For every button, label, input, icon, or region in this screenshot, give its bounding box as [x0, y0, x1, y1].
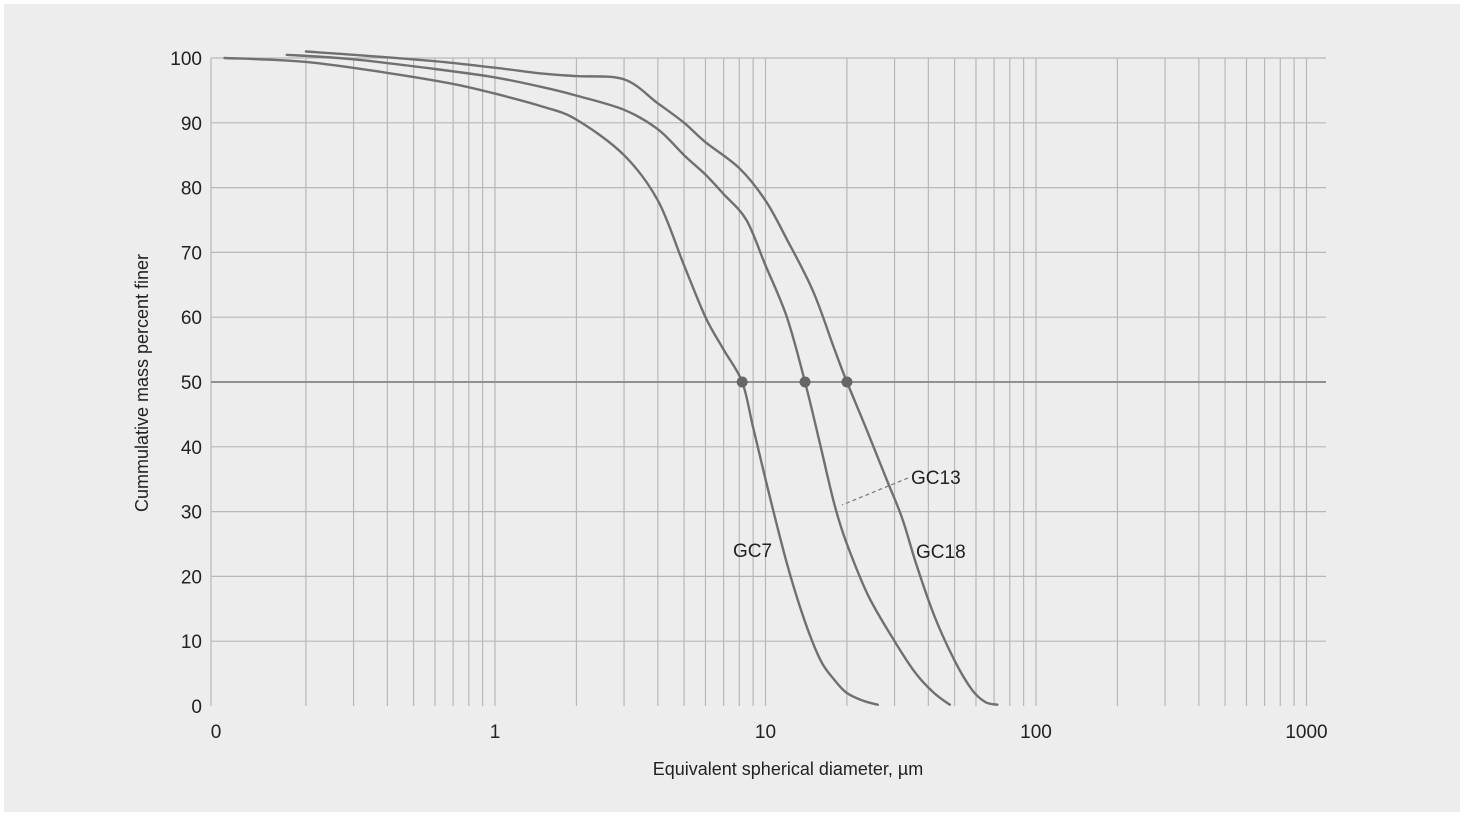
x-tick-label: 10 — [755, 722, 776, 743]
x-tick-label: 100 — [1020, 722, 1052, 743]
series-line-gc13 — [285, 53, 951, 706]
y-tick-label: 100 — [170, 49, 202, 70]
d50-markers — [736, 376, 853, 388]
x-tick-labels: 0 1 10 100 1000 — [211, 722, 1328, 743]
d50-marker-gc13 — [799, 376, 811, 388]
y-tick-label: 0 — [191, 697, 202, 718]
y-tick-label: 70 — [181, 243, 202, 264]
x-axis-label: Equivalent spherical diameter, µm — [653, 759, 924, 779]
y-tick-label: 20 — [181, 567, 202, 588]
y-tick-labels: 0 10 20 30 40 50 60 70 80 90 100 — [170, 49, 202, 718]
y-tick-label: 30 — [181, 503, 202, 524]
series-label-gc7: GC7 — [733, 541, 772, 562]
y-tick-label: 80 — [181, 179, 202, 200]
y-tick-label: 40 — [181, 438, 202, 459]
d50-marker-gc18 — [841, 376, 853, 388]
d50-marker-gc7 — [736, 376, 748, 388]
chart-background — [4, 4, 1460, 812]
series-line-gc7 — [223, 56, 879, 706]
y-tick-label: 50 — [181, 373, 202, 394]
series-line-gc18 — [304, 50, 999, 706]
x-tick-label: 1 — [490, 722, 501, 743]
y-tick-label: 90 — [181, 114, 202, 135]
series-labels: GC7 GC13 GC18 — [733, 468, 966, 563]
gc13-leader-line — [841, 477, 909, 506]
y-tick-label: 60 — [181, 308, 202, 329]
x-tick-label: 0 — [211, 722, 222, 743]
series-label-gc13: GC13 — [911, 468, 961, 489]
series-lines — [223, 50, 999, 706]
y-axis-label: Cummulative mass percent finer — [132, 254, 152, 512]
series-label-gc18: GC18 — [916, 542, 966, 563]
x-tick-label: 1000 — [1285, 722, 1327, 743]
y-tick-label: 10 — [181, 632, 202, 653]
